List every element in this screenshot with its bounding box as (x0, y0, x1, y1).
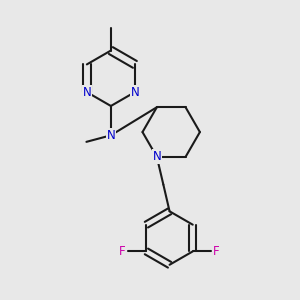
Text: N: N (82, 85, 91, 99)
Text: F: F (119, 245, 126, 258)
Text: N: N (106, 129, 115, 142)
Text: N: N (152, 150, 161, 164)
Text: F: F (213, 245, 220, 258)
Text: N: N (130, 85, 139, 99)
